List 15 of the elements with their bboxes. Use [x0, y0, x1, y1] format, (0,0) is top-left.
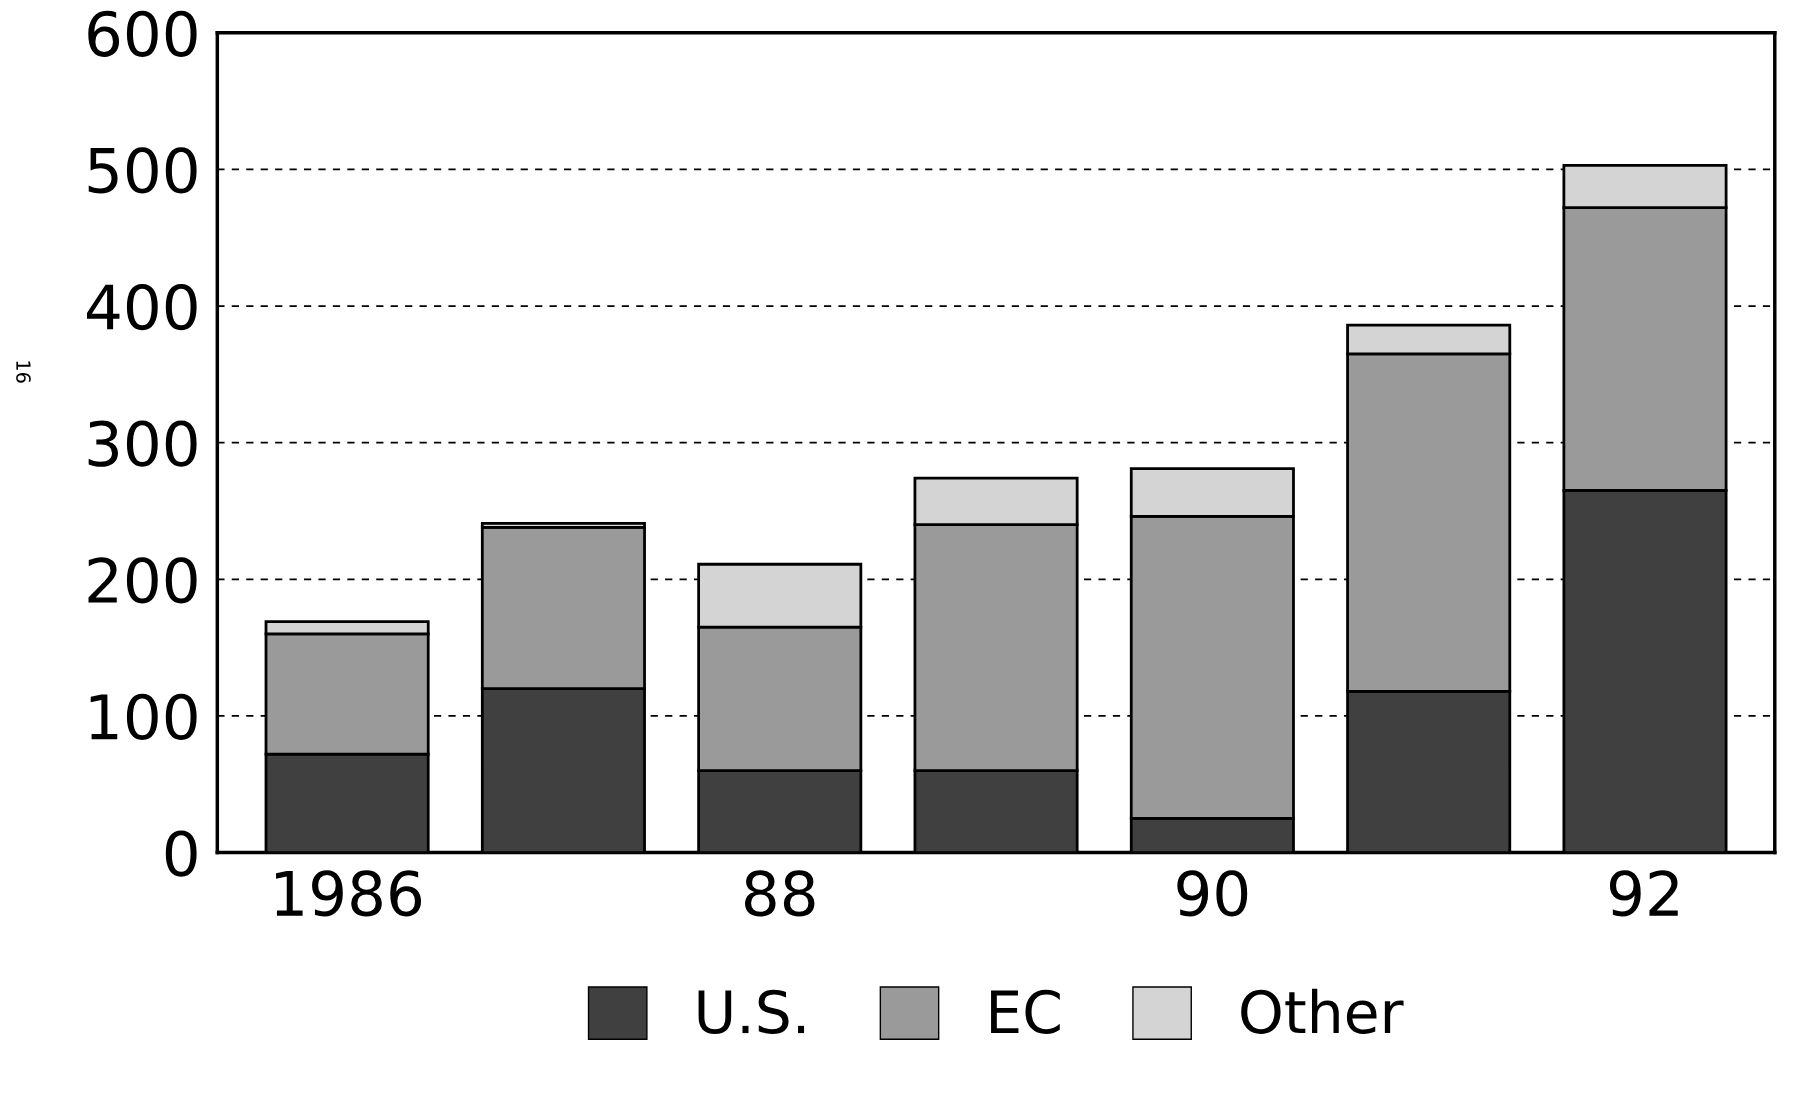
y-tick-label: 600	[88, 10, 197, 57]
y-tick-label: 200	[88, 557, 197, 604]
x-tick-label: 92	[1609, 870, 1678, 917]
x-tick-label: 88	[745, 870, 815, 917]
y-tick-label: 500	[88, 147, 197, 194]
y-tick-label: 300	[88, 420, 197, 467]
x-tick-label: 1986	[276, 870, 422, 917]
y-tick-label: 0	[165, 830, 197, 877]
y-tick-label: 100	[90, 693, 197, 740]
y-tick-label: 400	[87, 283, 197, 331]
x-tick-label: 90	[1177, 870, 1248, 917]
text: 16	[16, 361, 31, 383]
legend-label: U.S.	[698, 989, 805, 1034]
legend-label: Other	[1241, 988, 1404, 1034]
legend-label: EC	[991, 989, 1060, 1034]
